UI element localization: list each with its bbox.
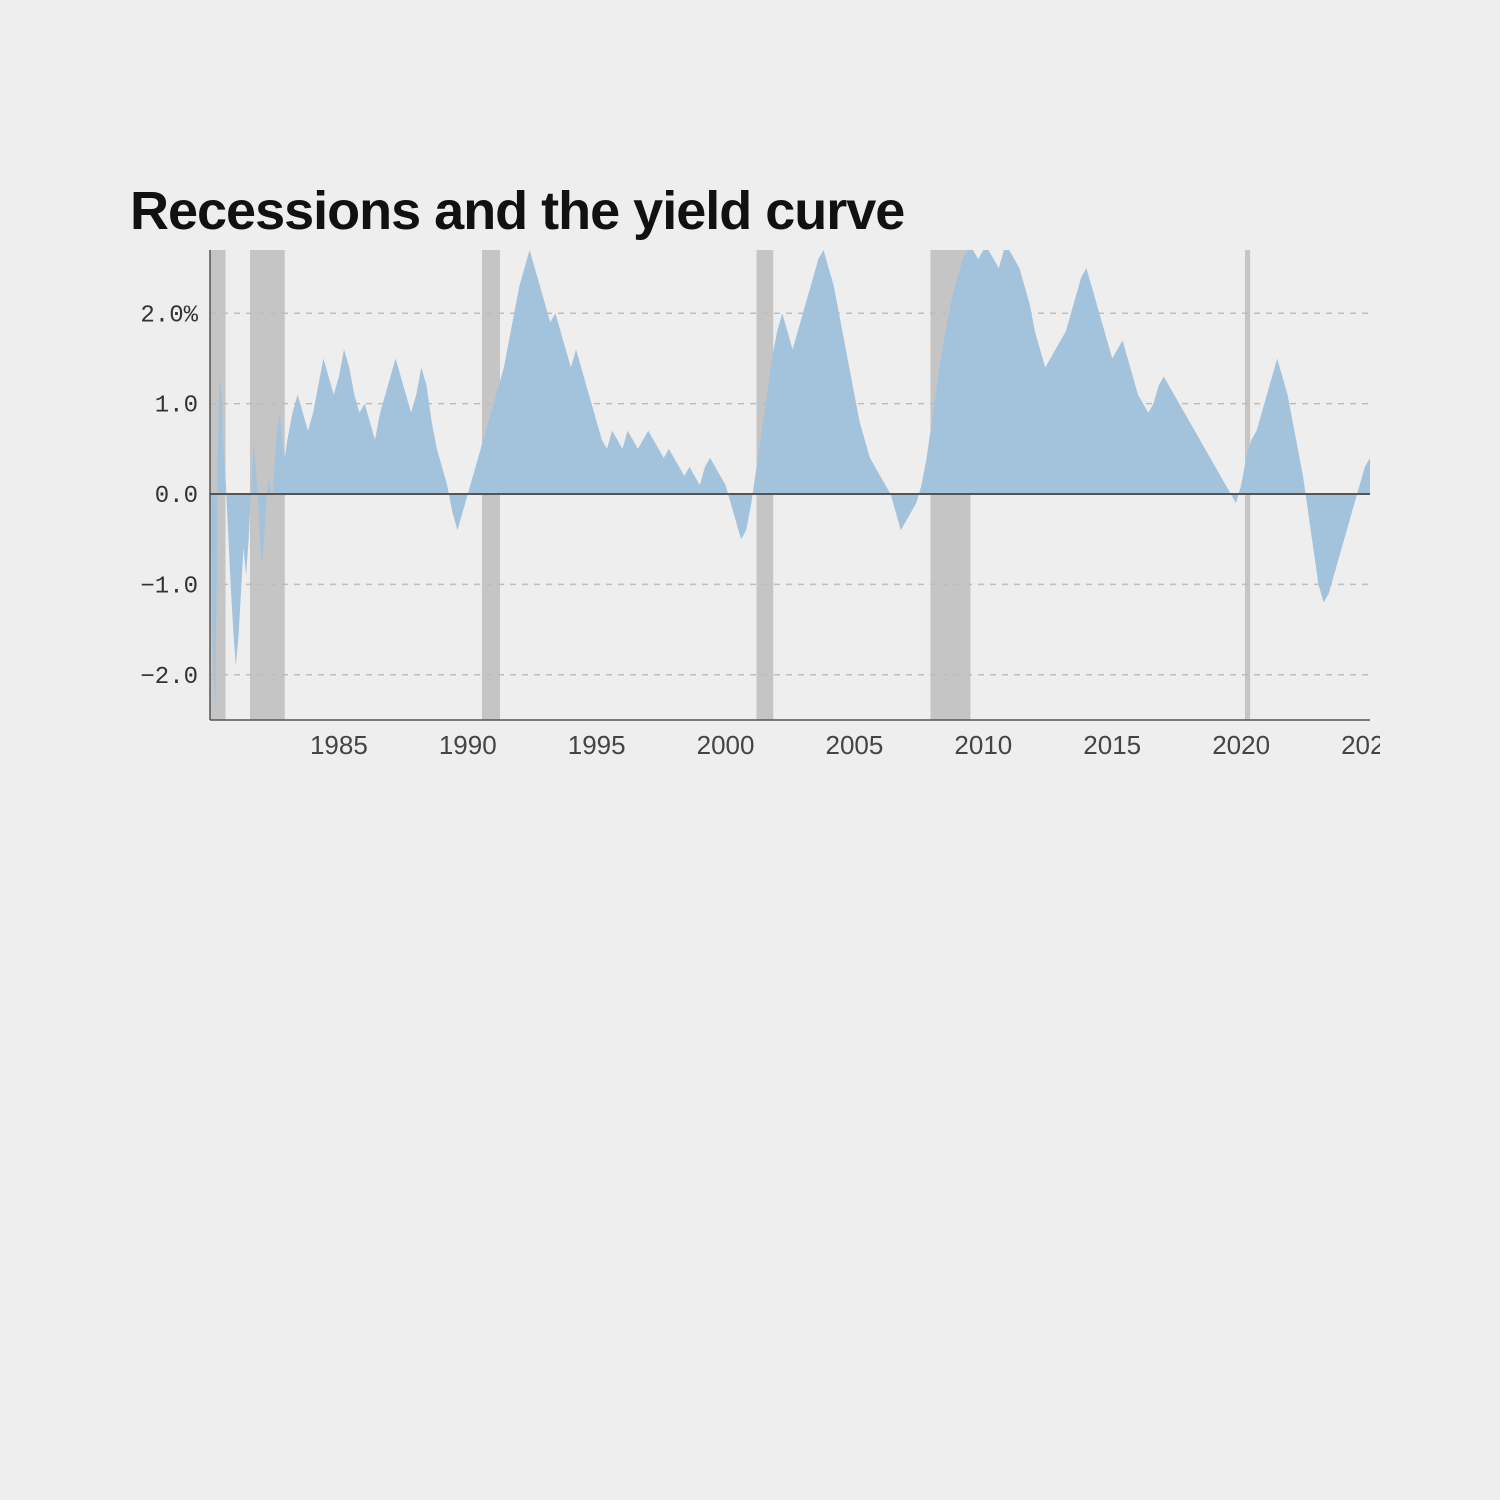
x-tick-label: 1990 <box>439 730 497 760</box>
x-tick-label: 2015 <box>1083 730 1141 760</box>
chart-title: Recessions and the yield curve <box>130 180 1370 242</box>
x-tick-label: 2000 <box>697 730 755 760</box>
y-tick-label: −2.0 <box>140 664 198 691</box>
x-tick-label: 2010 <box>954 730 1012 760</box>
y-tick-label: −1.0 <box>140 573 198 600</box>
y-tick-label: 2.0% <box>140 302 198 329</box>
x-tick-label: 1995 <box>568 730 626 760</box>
y-tick-label: 1.0 <box>155 393 198 420</box>
x-tick-label: 1985 <box>310 730 368 760</box>
x-tick-label: 2005 <box>826 730 884 760</box>
y-tick-label: 0.0 <box>155 483 198 510</box>
x-tick-label: 2025 <box>1341 730 1380 760</box>
x-tick-label: 2020 <box>1212 730 1270 760</box>
yield-spread-area <box>210 250 1370 711</box>
yield-curve-chart: 2.0% 1.0 0.0 −1.0 −2.0 1985 1990 1995 2000 2005 20… <box>130 250 1380 770</box>
